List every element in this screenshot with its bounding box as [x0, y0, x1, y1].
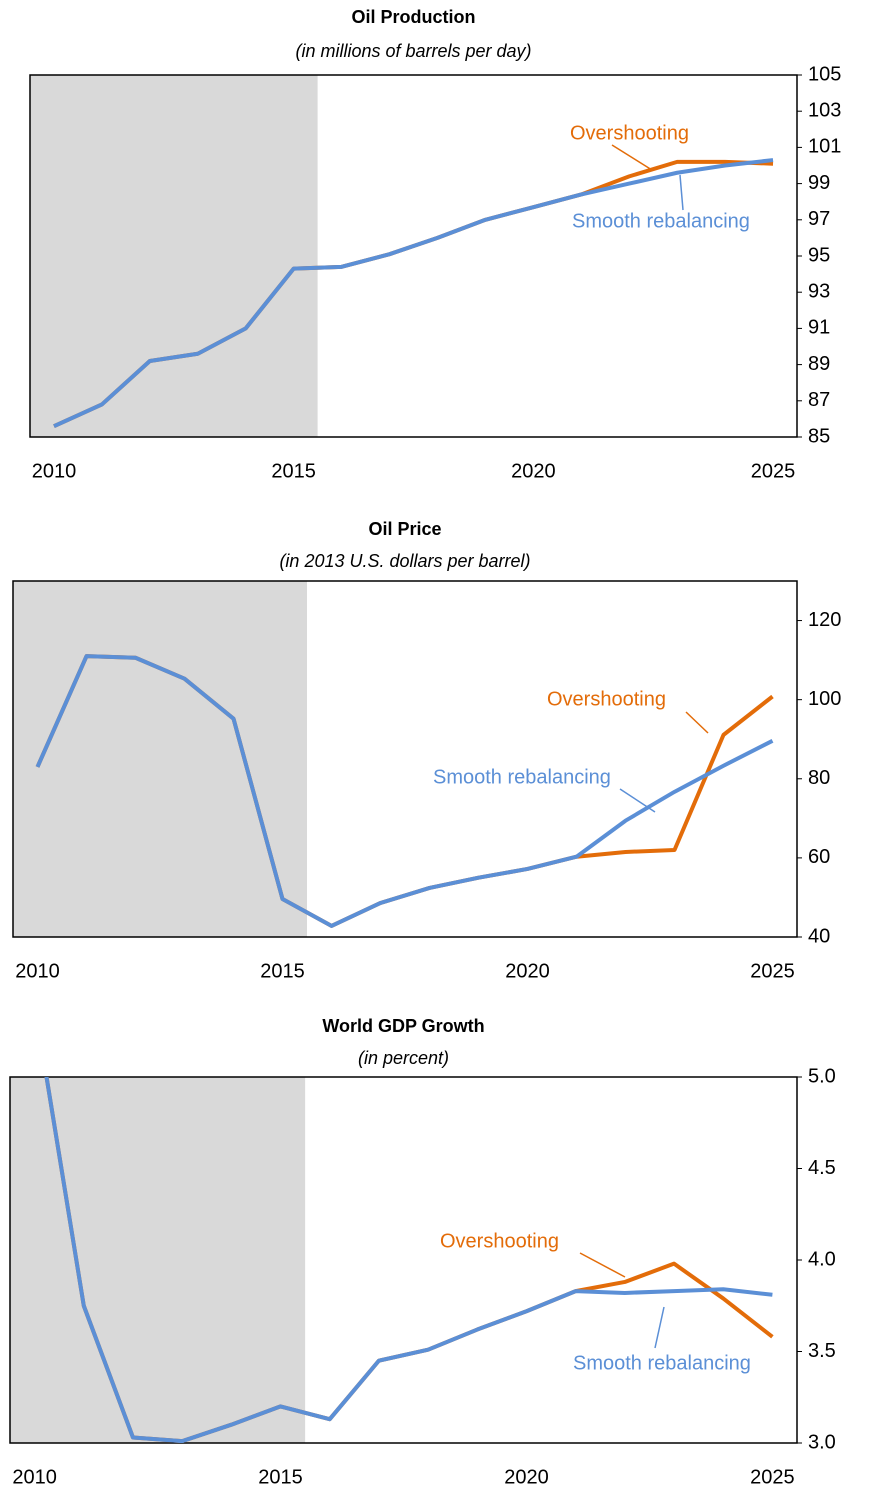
series-annotation: Overshooting	[440, 1230, 559, 1252]
series-annotation: Smooth rebalancing	[573, 1352, 751, 1374]
annotation-leader	[619, 788, 656, 813]
shaded-region	[30, 75, 318, 437]
y-tick-label: 103	[808, 99, 841, 121]
chart-title: Oil Production	[352, 7, 476, 27]
x-tick-label: 2010	[15, 960, 60, 982]
shaded-region	[13, 581, 307, 937]
y-tick-label: 105	[808, 63, 841, 85]
x-tick-label: 2025	[750, 960, 795, 982]
series-annotation: Overshooting	[547, 688, 666, 710]
annotation-leader	[611, 144, 653, 171]
chart-subtitle: (in percent)	[358, 1048, 449, 1068]
annotation-leader	[654, 1306, 665, 1349]
annotation-leader	[579, 1252, 626, 1278]
y-tick-label: 89	[808, 353, 830, 375]
y-tick-label: 3.0	[808, 1431, 836, 1453]
y-tick-label: 95	[808, 244, 830, 266]
y-tick-label: 101	[808, 136, 841, 158]
x-tick-label: 2025	[750, 1466, 795, 1488]
series-annotation: Overshooting	[570, 122, 689, 144]
series-line	[53, 158, 774, 428]
x-tick-label: 2025	[751, 460, 796, 482]
series-line	[35, 654, 774, 928]
x-tick-label: 2015	[271, 460, 316, 482]
y-tick-label: 60	[808, 846, 830, 868]
series-line	[44, 1077, 773, 1443]
y-tick-label: 4.0	[808, 1248, 836, 1270]
y-tick-label: 100	[808, 688, 841, 710]
y-tick-label: 40	[808, 925, 830, 947]
shaded-region	[10, 1077, 306, 1443]
y-tick-label: 80	[808, 767, 830, 789]
annotation-leader	[685, 711, 709, 734]
annotation-leader	[679, 174, 684, 211]
series-annotation: Smooth rebalancing	[433, 766, 611, 788]
chart-subtitle: (in millions of barrels per day)	[295, 41, 531, 61]
x-tick-label: 2010	[32, 460, 77, 482]
chart-title: World GDP Growth	[322, 1016, 484, 1036]
chart-title: Oil Price	[368, 519, 441, 539]
plot-frame	[12, 580, 798, 938]
chart-subtitle: (in 2013 U.S. dollars per barrel)	[279, 551, 530, 571]
x-tick-label: 2010	[12, 1466, 57, 1488]
y-tick-label: 87	[808, 389, 830, 411]
x-tick-label: 2020	[504, 1466, 549, 1488]
y-tick-label: 97	[808, 208, 830, 230]
x-tick-label: 2015	[260, 960, 305, 982]
y-tick-label: 4.5	[808, 1157, 836, 1179]
series-annotation: Smooth rebalancing	[572, 210, 750, 232]
y-tick-label: 85	[808, 425, 830, 447]
y-tick-label: 120	[808, 609, 841, 631]
x-tick-label: 2015	[258, 1466, 303, 1488]
x-tick-label: 2020	[511, 460, 556, 482]
x-tick-label: 2020	[505, 960, 550, 982]
y-tick-label: 99	[808, 172, 830, 194]
y-tick-label: 3.5	[808, 1340, 836, 1362]
y-tick-label: 5.0	[808, 1065, 836, 1087]
y-tick-label: 93	[808, 280, 830, 302]
y-tick-label: 91	[808, 317, 830, 339]
